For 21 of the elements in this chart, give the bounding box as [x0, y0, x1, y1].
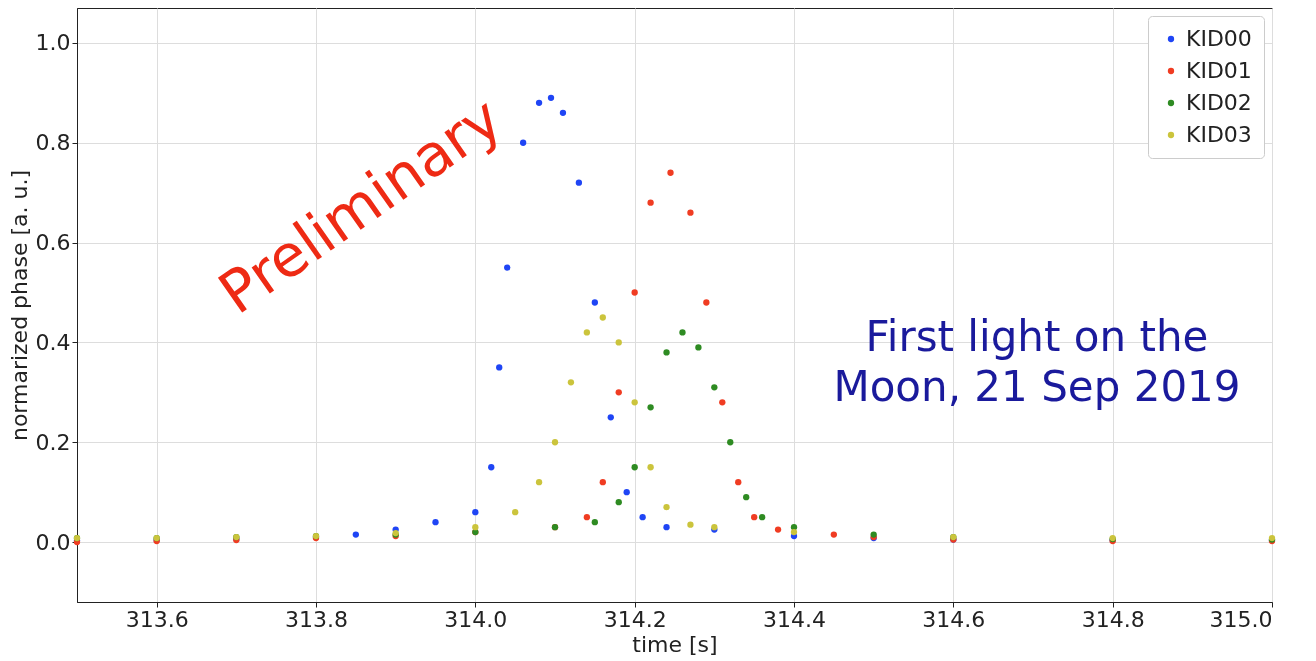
- y-tick-label: 0.4: [35, 329, 71, 355]
- y-tick-label: 0.0: [35, 529, 71, 555]
- x-tick-label: 313.8: [285, 606, 348, 632]
- y-axis-title: normarized phase [a. u.]: [6, 169, 32, 442]
- x-tick-label: 314.6: [922, 606, 986, 632]
- legend-label: KID03: [1186, 122, 1252, 147]
- annotation: First light on the Moon, 21 Sep 2019: [833, 312, 1241, 412]
- y-tick-label: 0.8: [35, 130, 71, 156]
- x-tick-label: 314.4: [763, 606, 826, 632]
- x-axis-title: time [s]: [632, 631, 718, 657]
- x-tick-label: 314.0: [444, 606, 508, 632]
- legend-label: KID02: [1186, 90, 1252, 115]
- x-tick-label: 313.6: [125, 606, 189, 632]
- x-tick-label: 314.8: [1081, 606, 1145, 632]
- y-tick-label: 0.6: [35, 230, 71, 256]
- x-tick-label: 315.0: [1209, 606, 1273, 632]
- legend-label: KID01: [1186, 58, 1252, 83]
- legend-label: KID00: [1186, 26, 1252, 51]
- x-tick-label: 314.2: [603, 606, 667, 632]
- y-tick-label: 0.2: [35, 429, 71, 455]
- y-tick-label: 1.0: [35, 30, 71, 56]
